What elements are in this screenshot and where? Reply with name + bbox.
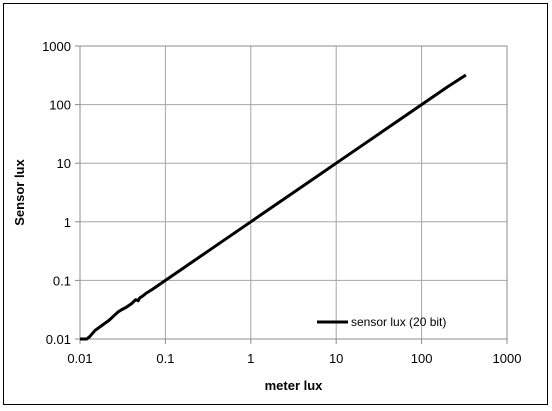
x-axis-title: meter lux [265, 378, 324, 393]
x-tick-label: 100 [411, 351, 433, 366]
series-line-0 [80, 73, 467, 341]
y-tick-label: 0.01 [46, 332, 71, 347]
legend-label: sensor lux (20 bit) [351, 315, 446, 329]
y-tick-label: 10 [57, 156, 71, 171]
y-tick-label: 0.1 [53, 273, 71, 288]
plot-area-border [79, 45, 508, 340]
x-tick-label: 0.01 [67, 351, 92, 366]
x-tick-label: 1000 [493, 351, 522, 366]
legend: sensor lux (20 bit) [317, 315, 446, 329]
series-layer [80, 73, 467, 341]
x-tick-label: 10 [329, 351, 343, 366]
chart-frame: 0.01 0.1 1 10 100 1000 0.01 0.1 1 10 100 1000 Senso… [3, 3, 548, 405]
y-tick-label: 1 [64, 215, 71, 230]
x-tick-label: 0.1 [156, 351, 174, 366]
y-axis-title: Sensor lux [12, 158, 27, 225]
y-tick-label: 1000 [42, 39, 71, 54]
y-tick-label: 100 [49, 98, 71, 113]
chart-svg: 0.01 0.1 1 10 100 1000 0.01 0.1 1 10 100 1000 Senso… [12, 39, 521, 393]
tick-labels: 0.01 0.1 1 10 100 1000 0.01 0.1 1 10 100 1000 [42, 39, 521, 366]
x-tick-label: 1 [247, 351, 254, 366]
